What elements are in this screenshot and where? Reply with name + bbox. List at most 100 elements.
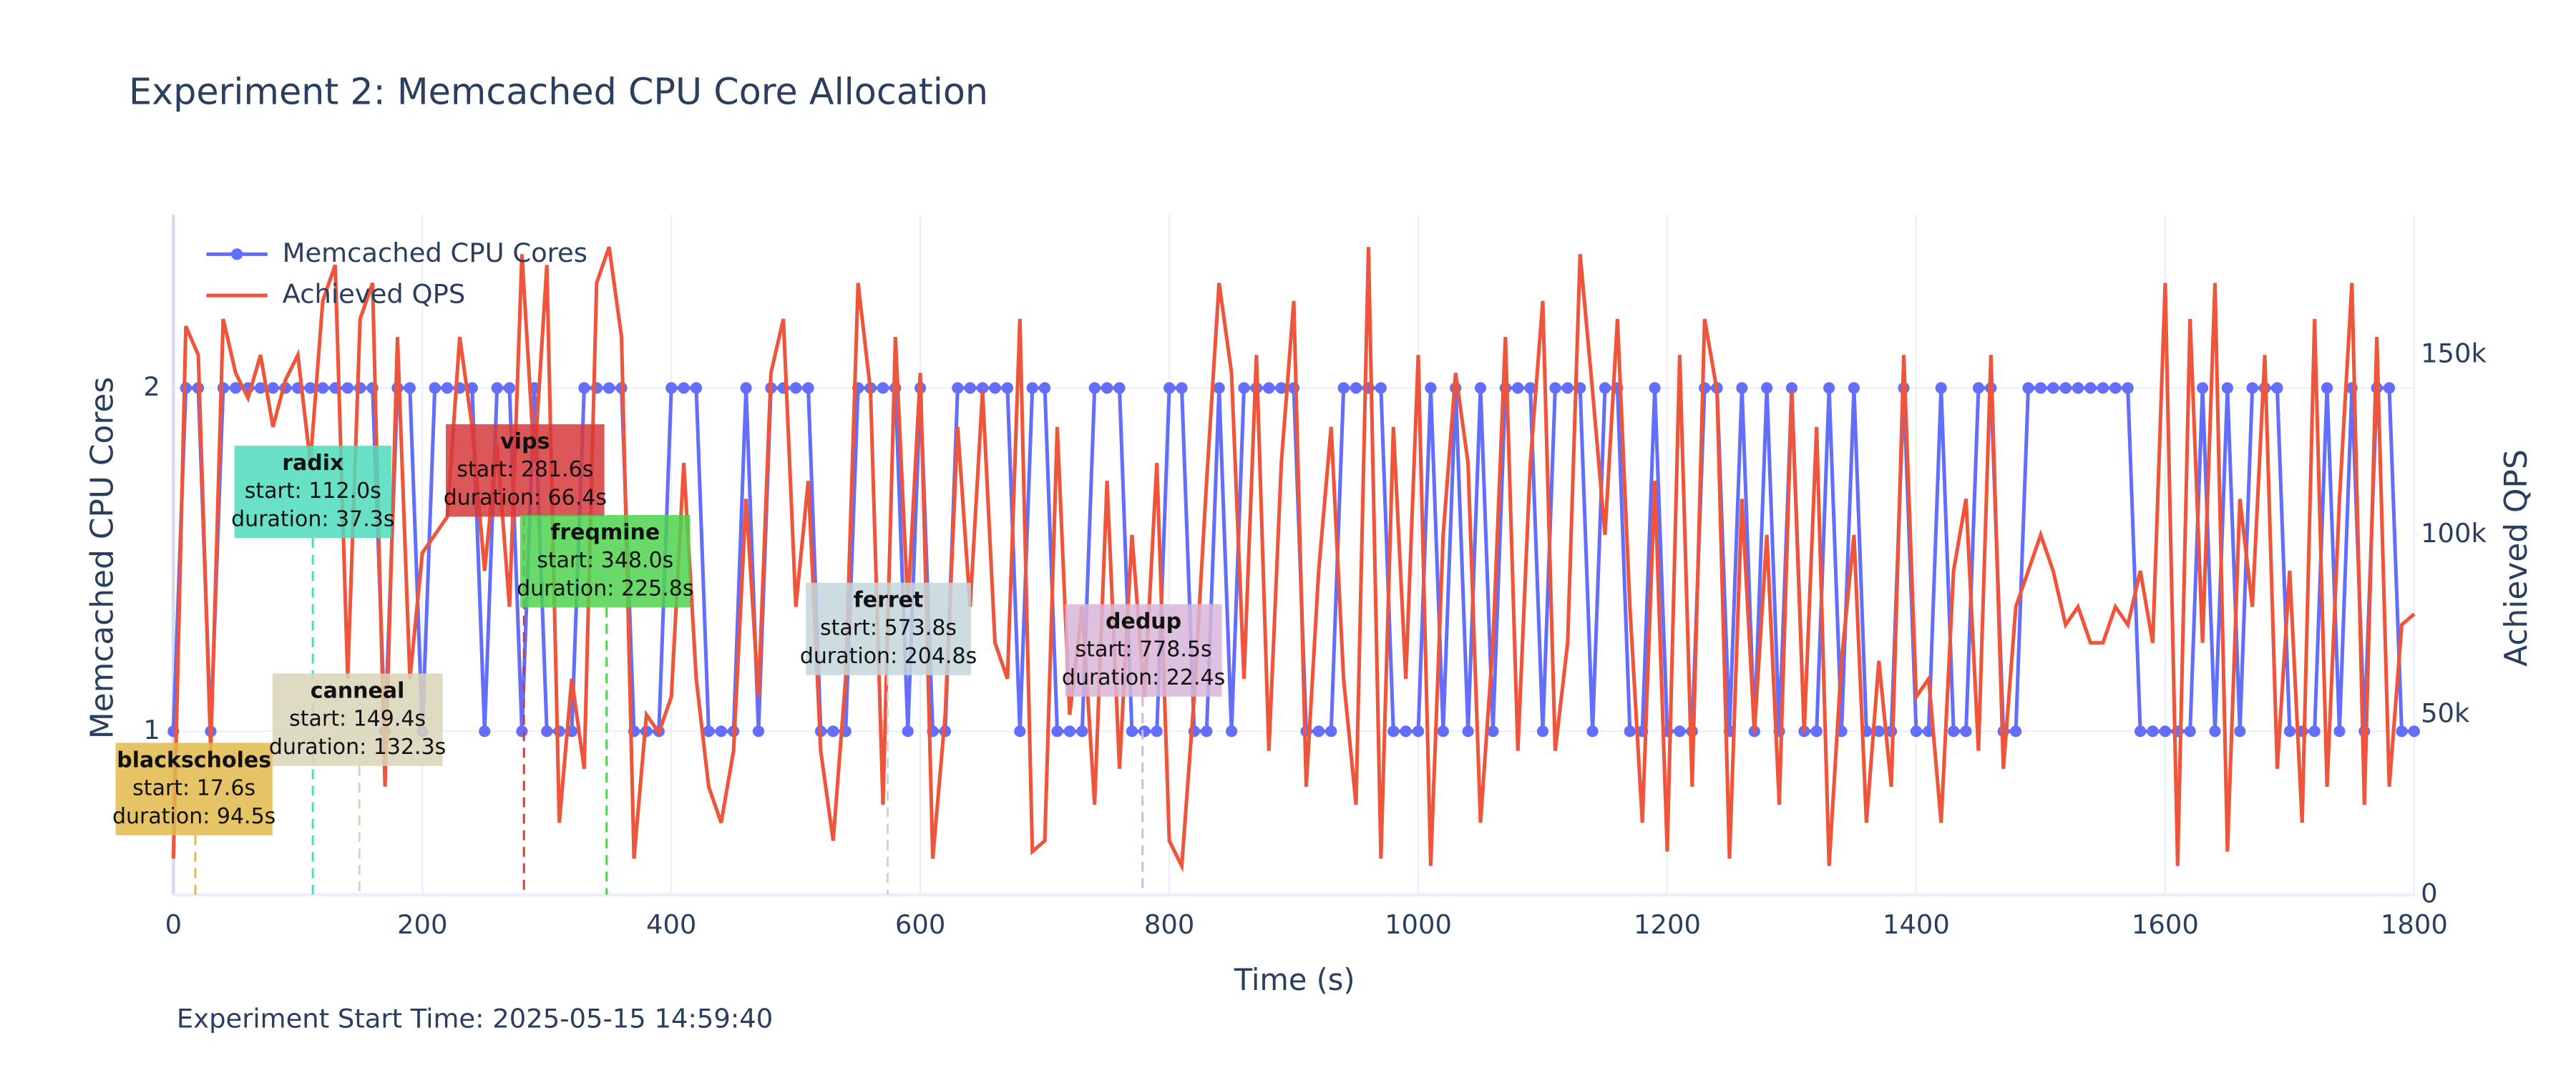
series-marker — [1039, 382, 1051, 394]
series-marker — [2221, 382, 2233, 394]
series-marker — [2333, 725, 2346, 738]
series-marker — [2308, 725, 2321, 738]
annotation-duration: duration: 204.8s — [800, 644, 977, 669]
series-marker — [304, 382, 316, 394]
series-marker — [1063, 725, 1075, 738]
series-marker — [429, 382, 441, 394]
legend-label: Memcached CPU Cores — [283, 237, 587, 268]
series-marker — [1014, 725, 1026, 738]
series-marker — [1624, 725, 1636, 738]
legend: Memcached CPU Cores Achieved QPS — [206, 237, 587, 310]
series-marker — [2234, 725, 2246, 738]
series-marker — [404, 382, 416, 394]
annotation-duration: duration: 132.3s — [269, 735, 446, 760]
series-marker — [441, 382, 454, 394]
series-marker — [1337, 382, 1350, 394]
series-marker — [255, 382, 267, 394]
series-marker — [553, 725, 565, 738]
series-marker — [1138, 725, 1151, 738]
series-marker — [1674, 725, 1686, 738]
series-marker — [1350, 382, 1362, 394]
plot-area — [167, 246, 2420, 873]
series-marker — [2271, 382, 2283, 394]
x-tick-label: 1400 — [1883, 909, 1950, 940]
series-marker — [2147, 725, 2159, 738]
annotation-name: freqmine — [550, 520, 660, 545]
annotation-start: start: 112.0s — [245, 479, 381, 504]
series-marker — [2159, 725, 2171, 738]
series-marker — [2072, 382, 2084, 394]
y2-tick-label: 150k — [2421, 338, 2487, 369]
series-marker — [1873, 725, 1885, 738]
series-marker — [1263, 382, 1275, 394]
series-marker — [1163, 382, 1176, 394]
series-marker — [690, 382, 703, 394]
series-marker — [1201, 725, 1213, 738]
series-marker — [230, 382, 242, 394]
x-tick-label: 1800 — [2381, 909, 2448, 940]
annotation-name: blackscholes — [117, 748, 271, 773]
series-marker — [1649, 382, 1661, 394]
annotation-name: ferret — [854, 588, 924, 613]
series-marker — [2184, 725, 2196, 738]
series-marker — [2396, 725, 2408, 738]
series-marker — [1088, 382, 1101, 394]
series-marker — [1113, 382, 1126, 394]
y2-tick-label: 0 — [2421, 878, 2437, 908]
x-tick-label: 600 — [895, 909, 945, 940]
annotation-box — [806, 582, 971, 675]
series-marker — [827, 725, 839, 738]
annotation-box — [115, 743, 273, 836]
annotations: blackscholes start: 17.6s duration: 94.5s r… — [112, 424, 1225, 895]
series-marker — [1238, 382, 1250, 394]
series-marker — [1785, 382, 1798, 394]
series-marker — [1400, 725, 1412, 738]
series-marker — [678, 382, 690, 394]
series-marker — [2122, 382, 2134, 394]
series-marker — [341, 382, 353, 394]
annotation-name: dedup — [1106, 609, 1181, 635]
series-marker — [1948, 725, 1960, 738]
annotation-start: start: 281.6s — [457, 457, 593, 482]
series-marker — [479, 725, 491, 738]
y2-tick-label: 50k — [2421, 698, 2470, 729]
series-marker — [2209, 725, 2221, 738]
series-marker — [2109, 382, 2122, 394]
series-marker — [1561, 382, 1574, 394]
series-marker — [1001, 382, 1014, 394]
series-marker — [2283, 725, 2296, 738]
series-marker — [1312, 725, 1324, 738]
series-marker — [715, 725, 727, 738]
series-marker — [1487, 725, 1499, 738]
annotation-start: start: 573.8s — [820, 616, 957, 641]
series-marker — [790, 382, 802, 394]
series-marker — [1474, 382, 1487, 394]
x-tick-label: 200 — [397, 909, 447, 940]
x-tick-label: 1600 — [2132, 909, 2199, 940]
series-marker — [703, 725, 715, 738]
series-marker — [902, 725, 914, 738]
series-marker — [989, 382, 1001, 394]
annotation-box — [1065, 604, 1222, 697]
series-marker — [1972, 382, 1985, 394]
series-marker — [1599, 382, 1611, 394]
annotation-start: start: 149.4s — [289, 707, 426, 732]
series-marker — [1935, 382, 1947, 394]
y-tick-label: 2 — [143, 371, 160, 402]
x-tick-label: 1000 — [1385, 909, 1452, 940]
y2-tick-label: 100k — [2421, 518, 2487, 549]
series-marker — [1761, 382, 1773, 394]
series-marker — [2246, 382, 2258, 394]
series-marker — [1226, 725, 1238, 738]
x-tick-label: 800 — [1144, 909, 1194, 940]
series-marker — [1823, 382, 1835, 394]
series-marker — [1375, 382, 1387, 394]
series-marker — [1848, 382, 1860, 394]
series-marker — [2047, 382, 2059, 394]
series-marker — [1960, 725, 1972, 738]
series-marker — [2097, 382, 2109, 394]
x-axis-title: Time (s) — [1234, 962, 1355, 997]
annotation-start: start: 17.6s — [132, 776, 255, 801]
series-marker — [1425, 382, 1437, 394]
series-marker — [877, 382, 889, 394]
